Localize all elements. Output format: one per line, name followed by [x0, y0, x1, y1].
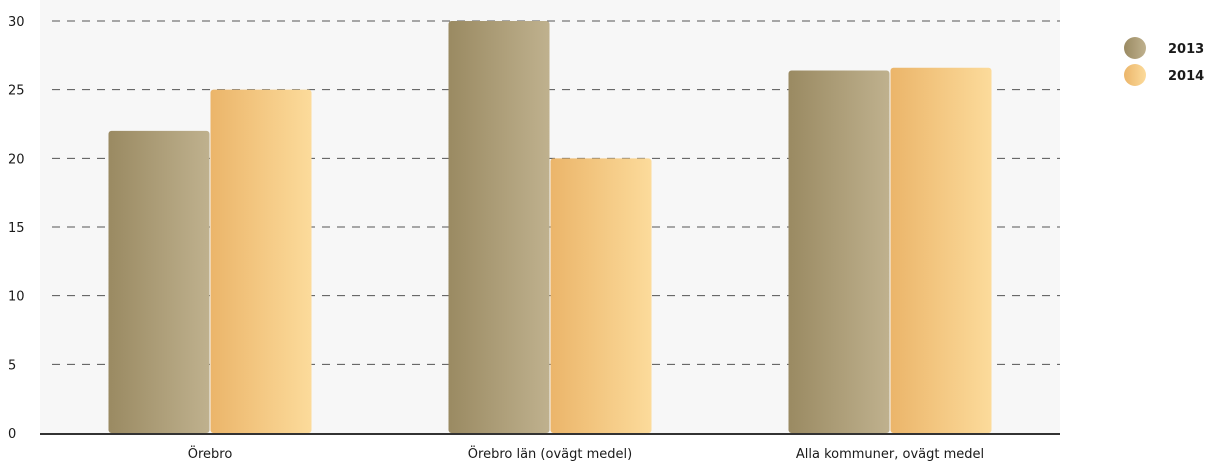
bar-2014-2	[890, 67, 992, 434]
bar-2013-2	[788, 70, 890, 433]
bars	[108, 21, 992, 434]
plot-area	[40, 0, 1060, 433]
x-category-label: Örebro	[188, 445, 233, 462]
bar-2013-1	[448, 21, 550, 433]
y-tick-label: 10	[8, 290, 25, 305]
x-axis-labels: Örebro Örebro län (ovägt medel) Alla kommu…	[188, 445, 984, 462]
legend-label: 2014	[1168, 69, 1204, 84]
y-tick-label: 30	[8, 15, 25, 30]
legend: 2013 2014	[1124, 37, 1204, 86]
bar-2013-0	[108, 130, 210, 433]
x-category-label: Örebro län (ovägt medel)	[468, 445, 632, 462]
y-tick-label: 25	[8, 84, 25, 99]
legend-swatch	[1124, 37, 1146, 59]
y-tick-label: 20	[8, 152, 25, 167]
legend-swatch	[1124, 64, 1146, 86]
y-axis-ticks: 0 5 10 15 20 25 30	[8, 15, 25, 442]
bar-2014-1	[550, 158, 652, 434]
legend-label: 2013	[1168, 42, 1204, 57]
x-category-label: Alla kommuner, ovägt medel	[796, 447, 984, 462]
y-tick-label: 5	[8, 358, 16, 373]
bar-2014-0	[210, 89, 312, 434]
y-tick-label: 15	[8, 221, 25, 236]
y-tick-label: 0	[8, 427, 16, 442]
